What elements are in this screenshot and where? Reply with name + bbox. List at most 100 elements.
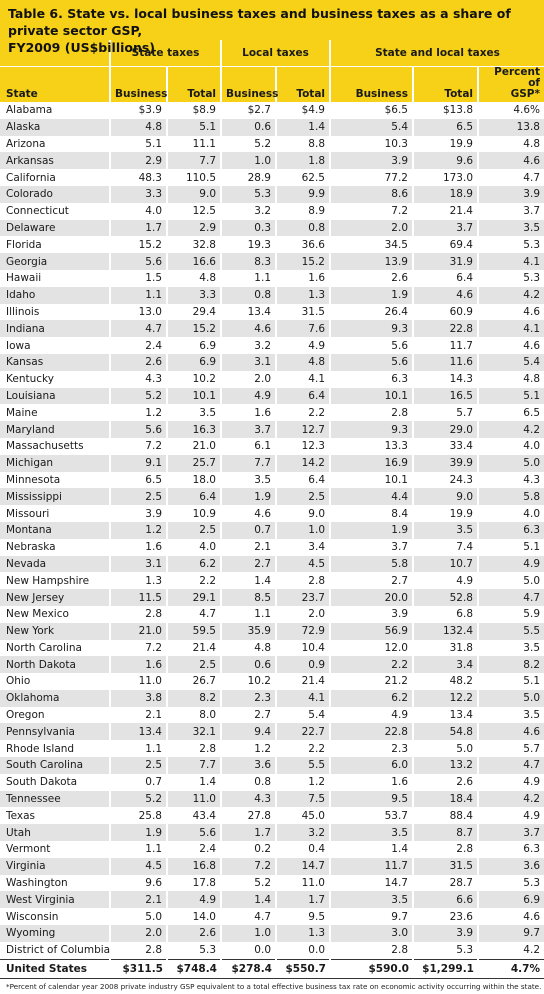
value-cell: 6.4: [275, 471, 330, 489]
value-cell: 1.1: [109, 841, 167, 858]
value-cell: 1.6: [329, 773, 413, 791]
value-cell: 3.7: [220, 421, 276, 438]
value-cell: 23.6: [412, 908, 478, 926]
value-cell: 2.0: [109, 925, 167, 942]
value-cell: 7.4: [412, 538, 478, 556]
value-cell: 13.2: [412, 757, 478, 774]
value-cell: 2.5: [275, 488, 330, 506]
state-name-cell: Pennsylvania: [0, 723, 110, 741]
state-name-cell: Illinois: [0, 303, 110, 321]
value-cell: 6.9: [477, 891, 544, 909]
value-cell: $4.9: [275, 102, 330, 119]
state-name-cell: New Jersey: [0, 589, 110, 606]
value-cell: 4.7: [166, 605, 221, 623]
state-name-cell: Tennessee: [0, 790, 110, 808]
value-cell: 8.9: [275, 202, 330, 220]
value-cell: 8.8: [275, 135, 330, 153]
value-cell: 0.8: [220, 286, 276, 304]
table-row: Wisconsin 5.0 14.0 4.7 9.5 9.7 23.6 4.6: [0, 908, 544, 926]
table-row: New York 21.0 59.5 35.9 72.9 56.9 132.4 5.5: [0, 622, 544, 640]
value-cell: 15.2: [166, 320, 221, 338]
value-cell: 8.2: [166, 689, 221, 707]
value-cell: 2.6: [166, 925, 221, 942]
value-cell: 12.2: [412, 689, 478, 707]
value-cell: 2.8: [275, 572, 330, 590]
value-cell: 5.0: [412, 740, 478, 758]
value-cell: 4.8: [477, 135, 544, 153]
value-cell: 0.7: [109, 773, 167, 791]
value-cell: 88.4: [412, 807, 478, 825]
value-cell: 4.9: [275, 337, 330, 354]
value-cell: 10.3: [329, 135, 413, 153]
value-cell: 5.1: [477, 387, 544, 405]
total-cell: $311.5: [110, 958, 167, 979]
table-row: Kentucky 4.3 10.2 2.0 4.1 6.3 14.3 4.8: [0, 370, 544, 388]
table-body: Alabama $3.9 $8.9 $2.7 $4.9 $6.5 $13.8 4.6% Alas…: [0, 102, 544, 960]
value-cell: 4.8: [275, 353, 330, 371]
percent-label-line-1: Percent of: [494, 66, 540, 89]
value-cell: 72.9: [275, 622, 330, 640]
value-cell: $13.8: [412, 102, 478, 119]
value-cell: 6.3: [477, 521, 544, 539]
value-cell: 10.4: [275, 639, 330, 657]
value-cell: 2.1: [220, 538, 276, 556]
value-cell: 13.8: [477, 118, 544, 136]
value-cell: 1.7: [220, 824, 276, 842]
table-row: Florida 15.2 32.8 19.3 36.6 34.5 69.4 5.3: [0, 236, 544, 254]
value-cell: 22.8: [329, 723, 413, 741]
value-cell: 60.9: [412, 303, 478, 321]
value-cell: 3.8: [109, 689, 167, 707]
value-cell: 2.2: [275, 740, 330, 758]
value-cell: $3.9: [109, 102, 167, 119]
value-cell: 16.3: [166, 421, 221, 438]
value-cell: 9.7: [477, 925, 544, 942]
value-cell: 2.6: [109, 353, 167, 371]
table-row: Iowa 2.4 6.9 3.2 4.9 5.6 11.7 4.6: [0, 337, 544, 354]
table-row: Idaho 1.1 3.3 0.8 1.3 1.9 4.6 4.2: [0, 286, 544, 304]
value-cell: 7.2: [109, 639, 167, 657]
value-cell: 7.7: [166, 757, 221, 774]
value-cell: 0.3: [220, 219, 276, 237]
value-cell: 14.2: [275, 454, 330, 472]
state-name-cell: Kentucky: [0, 370, 110, 388]
value-cell: 5.2: [109, 387, 167, 405]
table-row: Montana 1.2 2.5 0.7 1.0 1.9 3.5 6.3: [0, 521, 544, 539]
value-cell: 4.7: [109, 320, 167, 338]
column-header-local-total: Total: [275, 66, 330, 102]
total-cell: $748.4: [167, 958, 221, 979]
value-cell: 20.0: [329, 589, 413, 606]
value-cell: 3.9: [329, 152, 413, 170]
value-cell: 26.7: [166, 673, 221, 690]
value-cell: 45.0: [275, 807, 330, 825]
group-header-state-and-local: State and local taxes: [329, 40, 544, 67]
value-cell: 4.7: [477, 757, 544, 774]
value-cell: 5.6: [109, 253, 167, 270]
value-cell: 110.5: [166, 169, 221, 186]
value-cell: 19.9: [412, 505, 478, 522]
table-row: Nebraska 1.6 4.0 2.1 3.4 3.7 7.4 5.1: [0, 538, 544, 556]
table-row: Ohio 11.0 26.7 10.2 21.4 21.2 48.2 5.1: [0, 673, 544, 690]
value-cell: 2.3: [329, 740, 413, 758]
value-cell: 1.3: [275, 286, 330, 304]
value-cell: 17.8: [166, 874, 221, 892]
state-name-cell: Ohio: [0, 673, 110, 690]
table-row: Texas 25.8 43.4 27.8 45.0 53.7 88.4 4.9: [0, 807, 544, 825]
state-name-cell: Connecticut: [0, 202, 110, 220]
value-cell: 4.3: [477, 471, 544, 489]
value-cell: 77.2: [329, 169, 413, 186]
value-cell: 5.1: [166, 118, 221, 136]
value-cell: 59.5: [166, 622, 221, 640]
value-cell: 2.0: [220, 370, 276, 388]
value-cell: 11.6: [412, 353, 478, 371]
value-cell: 12.3: [275, 437, 330, 455]
value-cell: 2.8: [109, 941, 167, 960]
value-cell: 9.0: [412, 488, 478, 506]
state-name-cell: Louisiana: [0, 387, 110, 405]
table-title: Table 6. State vs. local business taxes …: [0, 0, 544, 55]
value-cell: 1.1: [109, 286, 167, 304]
value-cell: 5.0: [477, 572, 544, 590]
value-cell: 43.4: [166, 807, 221, 825]
table-row: Vermont 1.1 2.4 0.2 0.4 1.4 2.8 6.3: [0, 841, 544, 858]
value-cell: 48.2: [412, 673, 478, 690]
value-cell: 2.5: [109, 757, 167, 774]
